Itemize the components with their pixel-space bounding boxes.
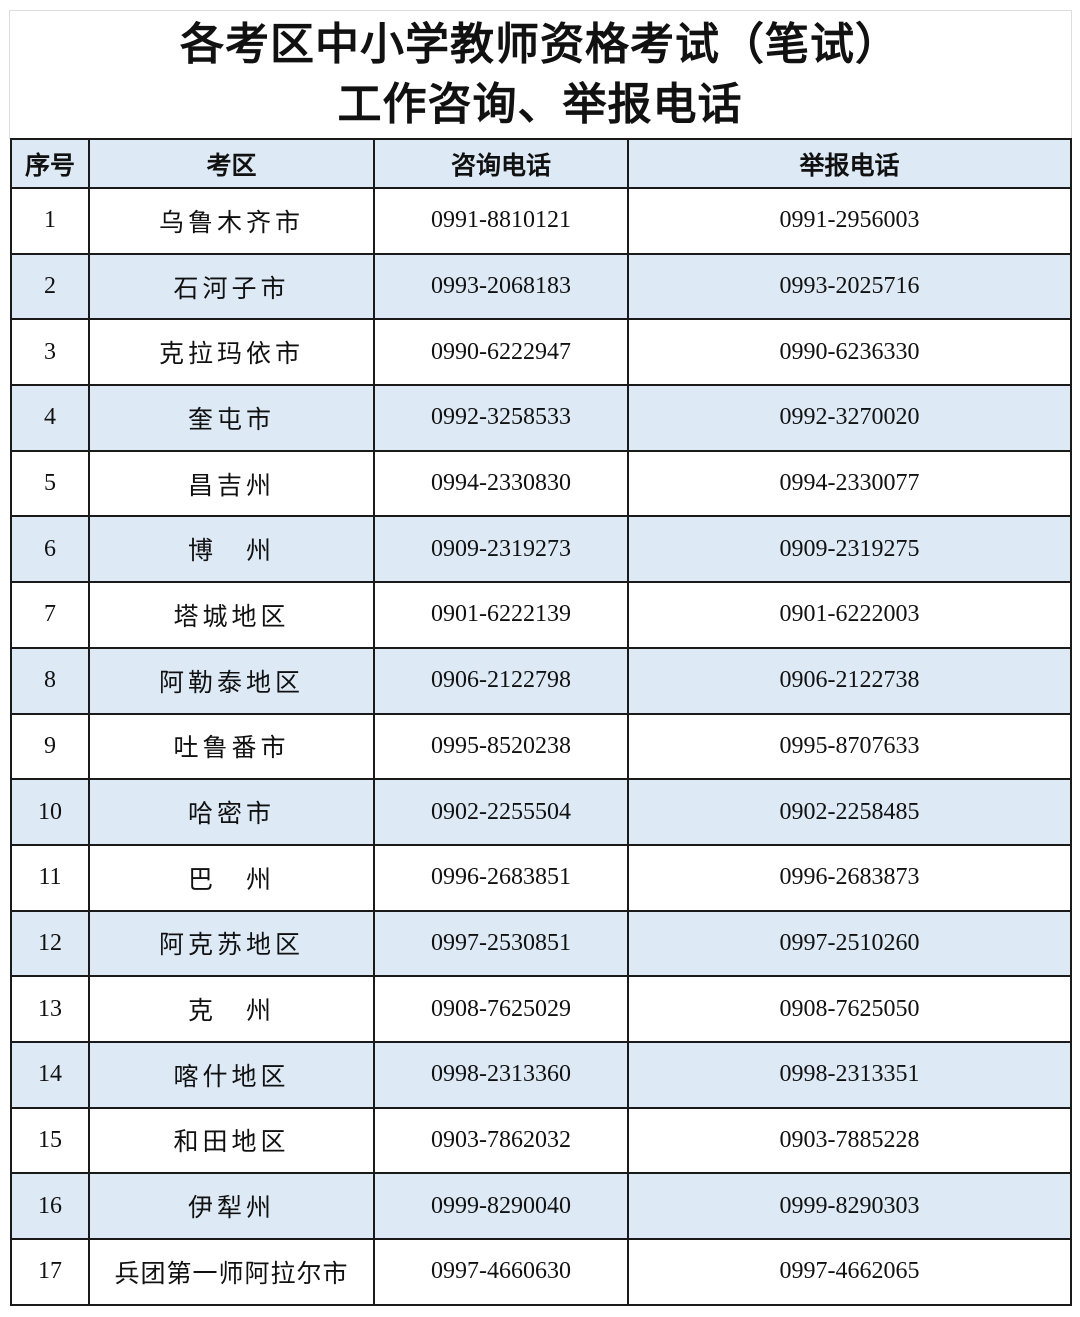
table-row: 14 喀什地区 0998-2313360 0998-2313351 — [10, 1040, 1072, 1109]
cell-report-phone: 0901-6222003 — [627, 581, 1072, 649]
cell-consult-phone: 0901-6222139 — [373, 581, 629, 649]
cell-region: 吐鲁番市 — [88, 712, 375, 781]
table-row: 2 石河子市 0993-2068183 0993-2025716 — [10, 252, 1072, 321]
cell-consult-phone: 0908-7625029 — [373, 975, 629, 1043]
cell-region: 兵团第一师阿拉尔市 — [88, 1238, 375, 1306]
cell-report-phone: 0994-2330077 — [627, 449, 1072, 518]
cell-region: 石河子市 — [88, 252, 375, 321]
table-row: 12 阿克苏地区 0997-2530851 0997-2510260 — [10, 909, 1072, 978]
cell-index: 5 — [10, 449, 90, 518]
cell-report-phone: 0991-2956003 — [627, 187, 1072, 255]
table-row: 13 克 州 0908-7625029 0908-7625050 — [10, 975, 1072, 1043]
cell-region: 乌鲁木齐市 — [88, 187, 375, 255]
cell-index: 13 — [10, 975, 90, 1043]
cell-report-phone: 0995-8707633 — [627, 712, 1072, 781]
cell-consult-phone: 0997-4660630 — [373, 1238, 629, 1306]
cell-index: 12 — [10, 909, 90, 978]
cell-consult-phone: 0993-2068183 — [373, 252, 629, 321]
cell-consult-phone: 0991-8810121 — [373, 187, 629, 255]
cell-consult-phone: 0909-2319273 — [373, 515, 629, 584]
cell-index: 7 — [10, 581, 90, 649]
cell-index: 10 — [10, 778, 90, 846]
cell-report-phone: 0997-4662065 — [627, 1238, 1072, 1306]
cell-region: 和田地区 — [88, 1106, 375, 1175]
cell-region: 喀什地区 — [88, 1040, 375, 1109]
cell-region: 克拉玛依市 — [88, 318, 375, 387]
cell-report-phone: 0908-7625050 — [627, 975, 1072, 1043]
cell-report-phone: 0993-2025716 — [627, 252, 1072, 321]
cell-index: 6 — [10, 515, 90, 584]
cell-consult-phone: 0999-8290040 — [373, 1172, 629, 1240]
contact-table: 序号 考区 咨询电话 举报电话 1 乌鲁木齐市 0991-8810121 0991-2… — [10, 138, 1072, 1306]
table-row: 3 克拉玛依市 0990-6222947 0990-6236330 — [10, 318, 1072, 387]
cell-region: 伊犁州 — [88, 1172, 375, 1240]
cell-index: 4 — [10, 384, 90, 452]
table-row: 1 乌鲁木齐市 0991-8810121 0991-2956003 — [10, 187, 1072, 255]
cell-index: 17 — [10, 1238, 90, 1306]
header-region: 考区 — [88, 138, 375, 189]
cell-report-phone: 0998-2313351 — [627, 1040, 1072, 1109]
cell-index: 14 — [10, 1040, 90, 1109]
header-index: 序号 — [10, 138, 90, 189]
cell-report-phone: 0903-7885228 — [627, 1106, 1072, 1175]
cell-index: 1 — [10, 187, 90, 255]
cell-index: 8 — [10, 646, 90, 715]
table-row: 10 哈密市 0902-2255504 0902-2258485 — [10, 778, 1072, 846]
table-row: 8 阿勒泰地区 0906-2122798 0906-2122738 — [10, 646, 1072, 715]
cell-consult-phone: 0997-2530851 — [373, 909, 629, 978]
cell-report-phone: 0906-2122738 — [627, 646, 1072, 715]
cell-region: 阿勒泰地区 — [88, 646, 375, 715]
cell-report-phone: 0990-6236330 — [627, 318, 1072, 387]
cell-report-phone: 0902-2258485 — [627, 778, 1072, 846]
cell-region: 巴 州 — [88, 843, 375, 912]
table-row: 5 昌吉州 0994-2330830 0994-2330077 — [10, 449, 1072, 518]
table-header-row: 序号 考区 咨询电话 举报电话 — [10, 138, 1072, 189]
cell-region: 阿克苏地区 — [88, 909, 375, 978]
cell-index: 2 — [10, 252, 90, 321]
cell-consult-phone: 0903-7862032 — [373, 1106, 629, 1175]
cell-consult-phone: 0990-6222947 — [373, 318, 629, 387]
cell-index: 15 — [10, 1106, 90, 1175]
cell-consult-phone: 0902-2255504 — [373, 778, 629, 846]
cell-index: 3 — [10, 318, 90, 387]
cell-index: 9 — [10, 712, 90, 781]
table-row: 7 塔城地区 0901-6222139 0901-6222003 — [10, 581, 1072, 649]
cell-consult-phone: 0995-8520238 — [373, 712, 629, 781]
cell-consult-phone: 0996-2683851 — [373, 843, 629, 912]
table-row: 17 兵团第一师阿拉尔市 0997-4660630 0997-4662065 — [10, 1238, 1072, 1306]
header-report-phone: 举报电话 — [627, 138, 1072, 189]
page-title: 各考区中小学教师资格考试（笔试） — [180, 20, 900, 69]
title-frame — [9, 10, 1072, 139]
table-row: 9 吐鲁番市 0995-8520238 0995-8707633 — [10, 712, 1072, 781]
cell-index: 16 — [10, 1172, 90, 1240]
cell-consult-phone: 0998-2313360 — [373, 1040, 629, 1109]
header-consult-phone: 咨询电话 — [373, 138, 629, 189]
cell-consult-phone: 0994-2330830 — [373, 449, 629, 518]
cell-consult-phone: 0906-2122798 — [373, 646, 629, 715]
table-row: 15 和田地区 0903-7862032 0903-7885228 — [10, 1106, 1072, 1175]
cell-region: 奎屯市 — [88, 384, 375, 452]
cell-consult-phone: 0992-3258533 — [373, 384, 629, 452]
cell-region: 博 州 — [88, 515, 375, 584]
cell-index: 11 — [10, 843, 90, 912]
cell-report-phone: 0996-2683873 — [627, 843, 1072, 912]
cell-report-phone: 0992-3270020 — [627, 384, 1072, 452]
cell-region: 塔城地区 — [88, 581, 375, 649]
table-row: 16 伊犁州 0999-8290040 0999-8290303 — [10, 1172, 1072, 1240]
cell-region: 克 州 — [88, 975, 375, 1043]
cell-report-phone: 0909-2319275 — [627, 515, 1072, 584]
cell-region: 昌吉州 — [88, 449, 375, 518]
table-row: 11 巴 州 0996-2683851 0996-2683873 — [10, 843, 1072, 912]
cell-report-phone: 0999-8290303 — [627, 1172, 1072, 1240]
page-subtitle: 工作咨询、举报电话 — [337, 80, 743, 129]
table-row: 4 奎屯市 0992-3258533 0992-3270020 — [10, 384, 1072, 452]
cell-report-phone: 0997-2510260 — [627, 909, 1072, 978]
cell-region: 哈密市 — [88, 778, 375, 846]
